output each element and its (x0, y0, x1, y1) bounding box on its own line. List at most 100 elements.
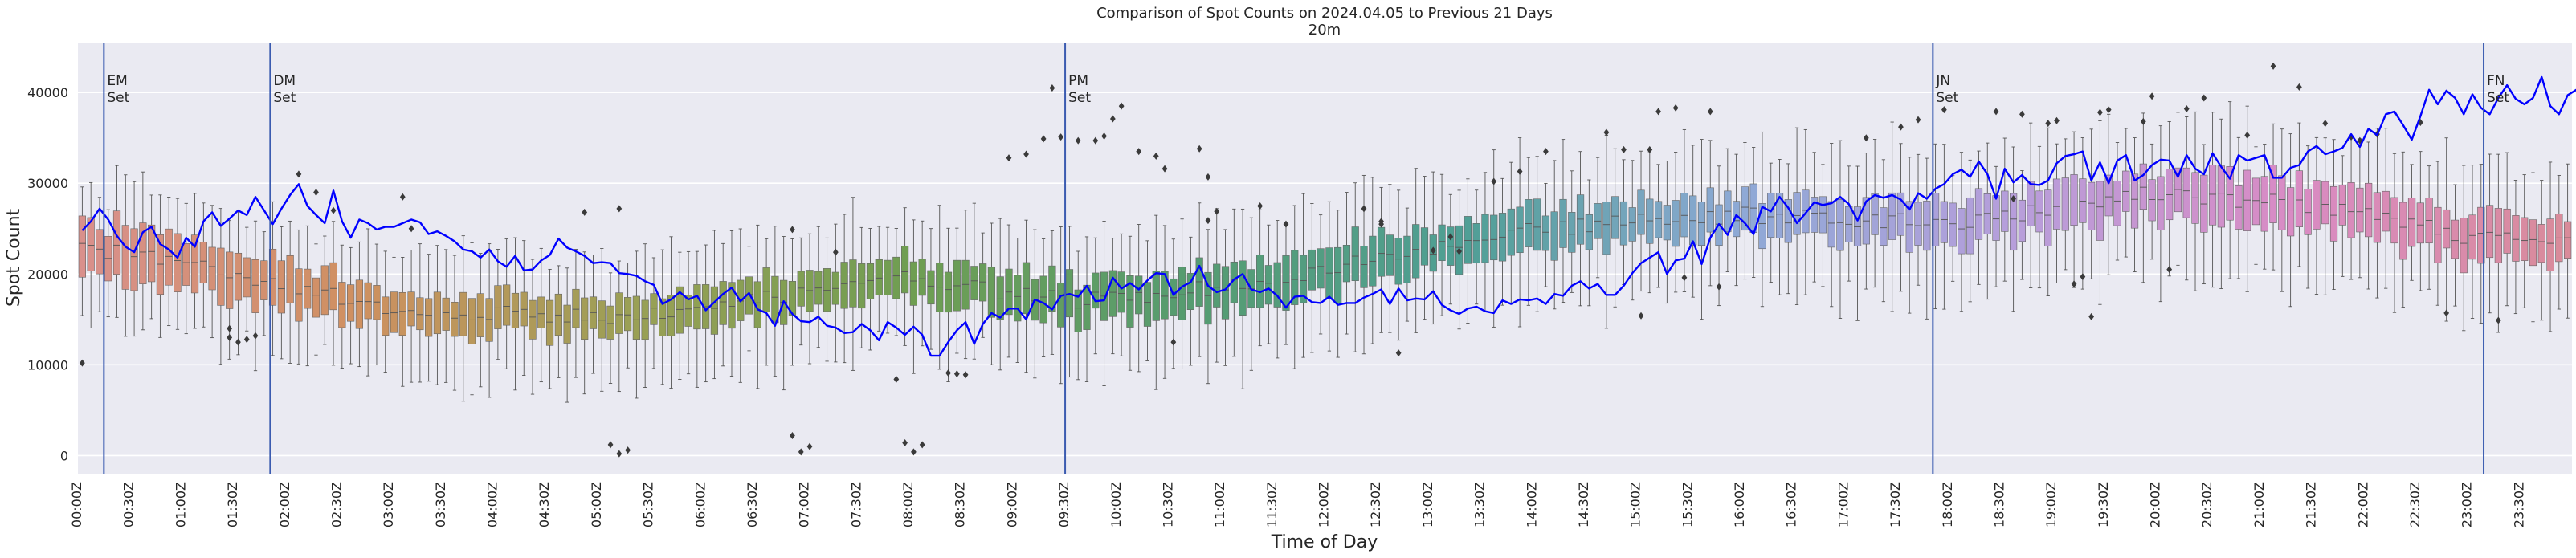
box-body (2035, 190, 2043, 233)
outlier-point (2080, 273, 2086, 281)
outlier-point (2149, 92, 2155, 100)
box-body (1949, 202, 1957, 247)
box-206 (1862, 153, 1870, 290)
box-body (346, 284, 355, 322)
box-125 (1161, 225, 1169, 379)
box-85 (814, 226, 823, 348)
outlier-point (330, 206, 337, 214)
outlier-point (1430, 246, 1436, 255)
box-body (659, 298, 667, 336)
box-body (494, 285, 502, 329)
plot-background (78, 43, 2572, 474)
box-body (1048, 265, 1056, 312)
box-body (1637, 189, 1645, 235)
box-68 (667, 236, 676, 389)
annotation-label: FN (2487, 73, 2505, 89)
box-body (762, 267, 770, 312)
box-body (1239, 260, 1247, 316)
box-8 (148, 194, 156, 320)
box-body (2512, 215, 2520, 262)
box-body (1983, 193, 1991, 234)
box-body (2485, 205, 2494, 259)
box-body (2416, 202, 2424, 244)
box-158 (1447, 193, 1455, 305)
outlier-point (2443, 309, 2450, 317)
outlier-point (790, 226, 795, 234)
box-body (1178, 267, 1186, 320)
box-23 (277, 226, 285, 360)
box-body (2286, 187, 2295, 237)
box-260 (2329, 139, 2338, 291)
box-160 (1464, 178, 1472, 324)
box-body (1273, 262, 1281, 308)
box-179 (1628, 160, 1636, 301)
x-tick-label: 03:30Z (433, 482, 448, 527)
box-body (2070, 174, 2078, 226)
box-274 (2451, 184, 2460, 307)
box-123 (1143, 240, 1152, 361)
box-4 (112, 165, 121, 318)
outlier-point (1941, 106, 1947, 114)
outlier-point (227, 333, 233, 341)
y-axis: 0 10000 20000 30000 40000 (27, 85, 68, 463)
annotation-label: Set (2487, 90, 2509, 106)
outlier-point (2011, 194, 2016, 202)
outlier-point (1109, 115, 1116, 123)
box-168 (1533, 156, 1541, 312)
box-body (2468, 214, 2476, 260)
box-body (1784, 199, 1792, 243)
box-157 (1438, 173, 1446, 316)
box-body (2009, 193, 2018, 251)
box-218 (1966, 159, 1974, 303)
box-3 (104, 209, 112, 318)
box-body (78, 215, 87, 278)
box-74 (719, 242, 727, 367)
x-tick-label: 21:00Z (2251, 482, 2267, 527)
box-181 (1646, 151, 1654, 294)
x-tick-label: 22:30Z (2407, 482, 2423, 527)
outlier-point (2270, 62, 2276, 70)
box-182 (1654, 164, 1663, 288)
box-223 (2009, 146, 2018, 312)
box-body (112, 210, 121, 275)
box-265 (2373, 128, 2382, 299)
box-body (1490, 214, 1498, 261)
x-tick-label: 16:30Z (1784, 482, 1799, 527)
outlier-point (1672, 104, 1679, 112)
outlier-point (2097, 108, 2103, 116)
x-tick-label: 17:30Z (1888, 482, 1903, 527)
box-266 (2382, 128, 2390, 289)
box-body (1767, 193, 1775, 238)
box-32 (355, 241, 364, 368)
box-97 (918, 220, 926, 347)
box-42 (442, 249, 450, 383)
x-tick-label: 13:30Z (1472, 482, 1488, 527)
box-255 (2286, 133, 2295, 308)
box-body (511, 292, 520, 328)
box-163 (1490, 149, 1498, 328)
box-40 (425, 254, 433, 382)
box-13 (190, 193, 199, 329)
box-body (2451, 219, 2460, 259)
annotation-label: PM (1068, 73, 1088, 89)
box-107 (1005, 224, 1013, 358)
box-254 (2278, 128, 2286, 292)
box-body (416, 297, 424, 331)
box-16 (217, 208, 225, 365)
box-body (1802, 189, 1810, 234)
box-253 (2269, 123, 2277, 271)
box-body (623, 297, 632, 332)
box-53 (537, 247, 545, 383)
outlier-point (919, 441, 925, 449)
box-body (277, 260, 285, 314)
box-130 (1204, 229, 1212, 385)
box-body (1758, 203, 1766, 250)
box-body (2529, 219, 2537, 267)
box-body (1958, 208, 1966, 255)
y-axis-title: Spot Count (4, 208, 24, 307)
box-212 (1914, 153, 1922, 286)
x-tick-label: 02:30Z (329, 482, 344, 527)
box-body (1507, 208, 1515, 256)
outlier-point (607, 441, 614, 449)
